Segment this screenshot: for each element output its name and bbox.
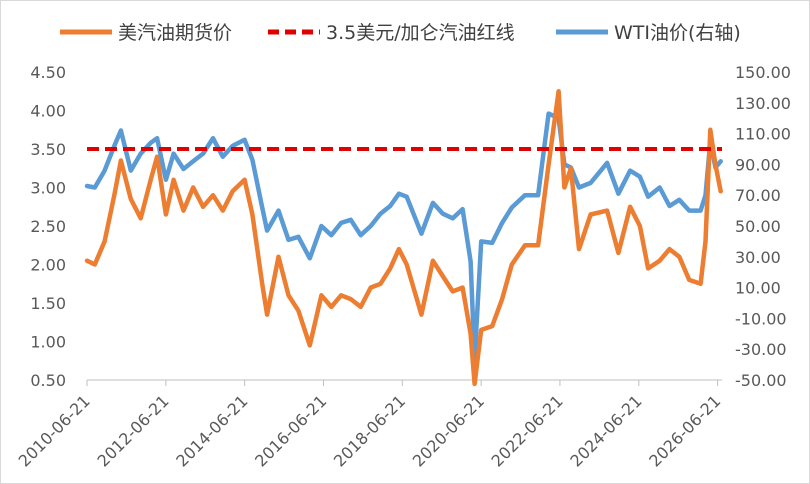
right-axis-tick-label: 30.00 — [735, 248, 781, 267]
legend-red-line-label: 3.5美元/加仑汽油红线 — [326, 22, 515, 44]
x-axis: 2010-06-21 2012-06-21 2014-06-21 2016-06-21… — [15, 379, 724, 471]
left-axis-tick-label: 0.50 — [30, 371, 66, 390]
left-axis-tick-label: 3.50 — [30, 140, 66, 159]
right-axis-tick-label: 70.00 — [735, 186, 781, 205]
legend-gasoline: 美汽油期货价 — [60, 22, 232, 44]
legend-red-line: 3.5美元/加仑汽油红线 — [268, 22, 515, 44]
right-axis-tick-label: 130.00 — [735, 94, 791, 113]
legend: 美汽油期货价 3.5美元/加仑汽油红线 WTI油价(右轴) — [60, 22, 741, 44]
left-axis-tick-label: 2.50 — [30, 217, 66, 236]
right-axis: -50.00 -30.00 -10.00 10.00 30.00 50.00 70.00 90… — [735, 63, 791, 390]
legend-wti: WTI油价(右轴) — [556, 22, 741, 44]
left-axis: 0.50 1.00 1.50 2.00 2.50 3.00 3.50 4.00 4.50 — [30, 63, 66, 390]
x-axis-tick-label: 2024-06-21 — [566, 391, 645, 470]
x-axis-tick-label: 2020-06-21 — [409, 391, 488, 470]
right-axis-tick-label: 150.00 — [735, 63, 791, 82]
left-axis-tick-label: 1.00 — [30, 333, 66, 352]
right-axis-tick-label: -30.00 — [735, 340, 787, 359]
x-axis-tick-label: 2022-06-21 — [488, 391, 567, 470]
right-axis-tick-label: 50.00 — [735, 217, 781, 236]
gasoline-futures-line — [84, 89, 723, 387]
right-axis-tick-label: 90.00 — [735, 155, 781, 174]
left-axis-tick-label: 2.00 — [30, 256, 66, 275]
left-axis-tick-label: 1.50 — [30, 294, 66, 313]
right-axis-tick-label: -50.00 — [735, 371, 787, 390]
legend-wti-label: WTI油价(右轴) — [614, 22, 741, 44]
right-axis-tick-label: 10.00 — [735, 279, 781, 298]
wti-oil-line — [84, 111, 723, 363]
right-axis-tick-label: -10.00 — [735, 309, 787, 328]
left-axis-tick-label: 4.50 — [30, 63, 66, 82]
left-axis-tick-label: 4.00 — [30, 102, 66, 121]
x-axis-tick-label: 2016-06-21 — [251, 391, 330, 470]
right-axis-tick-label: 110.00 — [735, 125, 791, 144]
x-axis-tick-label: 2014-06-21 — [172, 391, 251, 470]
x-axis-tick-label: 2018-06-21 — [330, 391, 409, 470]
x-axis-tick-label: 2012-06-21 — [94, 391, 173, 470]
left-axis-tick-label: 3.00 — [30, 179, 66, 198]
x-axis-tick-label: 2010-06-21 — [15, 391, 94, 470]
plot-area — [84, 89, 723, 387]
x-axis-tick-label: 2026-06-21 — [645, 391, 724, 470]
legend-gasoline-label: 美汽油期货价 — [118, 22, 232, 44]
